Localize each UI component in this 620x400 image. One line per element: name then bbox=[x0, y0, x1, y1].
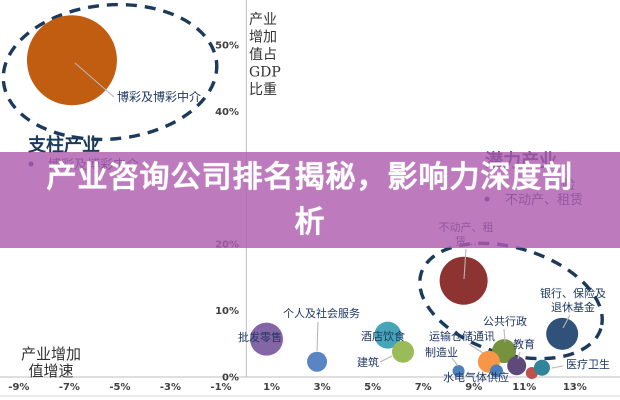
group-label-pillar: 支柱产业 bbox=[27, 134, 100, 156]
x-tick-2: -5% bbox=[109, 382, 130, 393]
leader-public-admin bbox=[503, 328, 506, 343]
bubble-utilities bbox=[489, 364, 503, 378]
bubble-hotels-catering bbox=[374, 321, 402, 349]
label-banking-insurance-pension: 银行、保险及退休基金 bbox=[540, 286, 606, 314]
y-tick-1: 40% bbox=[215, 107, 239, 118]
leader-personal-social-services bbox=[316, 321, 319, 352]
x-tick-0: -9% bbox=[8, 382, 29, 393]
y-tick-0: 50% bbox=[215, 41, 239, 52]
label-construction: 建筑 bbox=[357, 355, 379, 369]
y-axis-title-line-2: 值占 bbox=[249, 47, 277, 63]
banner-title-line1: 产业咨询公司排名揭秘，影响力深度剖 bbox=[46, 160, 574, 195]
leader-education bbox=[517, 351, 521, 360]
x-axis-title-line-0: 产业增加 bbox=[21, 345, 81, 363]
x-tick-7: 5% bbox=[364, 382, 381, 393]
label-healthcare: 医疗卫生 bbox=[566, 357, 610, 371]
bubble-wholesale-retail bbox=[250, 322, 284, 356]
y-axis-title-line-0: 产业 bbox=[249, 12, 277, 28]
x-tick-1: -7% bbox=[59, 382, 80, 393]
title-banner: 产业咨询公司排名揭秘，影响力深度剖 析 bbox=[0, 152, 620, 248]
bubble-construction bbox=[391, 340, 414, 363]
x-tick-9: 9% bbox=[465, 382, 482, 393]
banner-title-line2: 析 bbox=[294, 205, 326, 240]
x-tick-5: 1% bbox=[263, 382, 280, 393]
bubble-manufacturing bbox=[452, 365, 465, 378]
bubble-healthcare bbox=[533, 359, 550, 376]
group-ellipse-pillar bbox=[1, 2, 219, 142]
bubble-real-estate bbox=[439, 256, 488, 305]
leader-banking-insurance-pension bbox=[562, 314, 571, 329]
bubble-education bbox=[507, 356, 527, 376]
leader-gaming bbox=[74, 62, 115, 98]
leader-construction bbox=[379, 355, 393, 363]
label-education: 教育 bbox=[513, 337, 535, 351]
x-tick-11: 13% bbox=[563, 382, 587, 393]
leader-real-estate bbox=[463, 248, 467, 280]
label-public-admin: 公共行政 bbox=[483, 314, 527, 328]
x-tick-3: -3% bbox=[160, 382, 181, 393]
leader-transport-storage-comm bbox=[468, 343, 484, 354]
label-utilities: 水电气体供应 bbox=[443, 370, 509, 384]
label-manufacturing: 制造业 bbox=[425, 345, 458, 359]
x-tick-8: 7% bbox=[415, 382, 432, 393]
x-tick-6: 3% bbox=[314, 382, 331, 393]
y-axis-title-line-1: 增加 bbox=[249, 30, 277, 46]
y-axis-title-line-4: 比重 bbox=[249, 82, 277, 98]
y-tick-3: 10% bbox=[215, 306, 239, 317]
label-wholesale-retail: 批发零售 bbox=[238, 330, 282, 344]
leader-healthcare bbox=[551, 365, 564, 369]
x-axis-title-line-1: 值增速 bbox=[28, 362, 73, 380]
label-personal-social-services: 个人及社会服务 bbox=[283, 306, 360, 320]
y-axis-title-line-3: GDP bbox=[249, 65, 281, 81]
label-transport-storage-comm: 运输仓储通讯 bbox=[429, 329, 495, 343]
bubble-personal-social-services bbox=[307, 351, 328, 372]
leader-utilities bbox=[498, 372, 507, 378]
bubble-gaming bbox=[26, 15, 117, 106]
x-tick-4: -1% bbox=[210, 382, 231, 393]
label-gaming: 博彩及博彩中介 bbox=[117, 89, 201, 104]
x-tick-10: 11% bbox=[512, 382, 536, 393]
y-tick-4: 0% bbox=[222, 373, 239, 384]
bubble-banking-insurance-pension bbox=[546, 317, 579, 350]
label-hotels-catering: 酒店饮食 bbox=[361, 329, 405, 343]
leader-manufacturing bbox=[451, 357, 459, 367]
